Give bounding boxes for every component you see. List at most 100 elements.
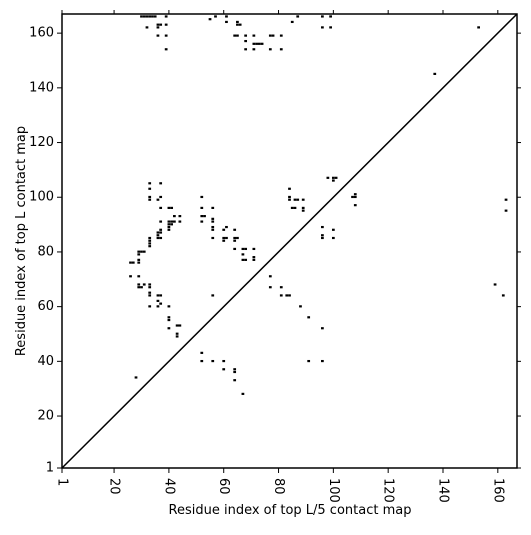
contact-point — [279, 34, 283, 37]
contact-point — [175, 335, 179, 338]
contact-point — [353, 193, 357, 196]
contact-point — [252, 42, 256, 45]
contact-point — [131, 261, 135, 264]
contact-point — [159, 195, 163, 199]
plot-frame — [61, 13, 518, 469]
contact-point — [222, 359, 226, 363]
contact-point — [156, 305, 160, 308]
contact-point — [307, 316, 311, 319]
contact-point — [279, 294, 283, 297]
contact-point — [148, 286, 152, 289]
contact-point — [153, 15, 157, 18]
contact-point — [501, 294, 505, 297]
contact-point — [241, 253, 245, 256]
contact-point — [225, 20, 228, 24]
y-tick-label: 60 — [37, 299, 54, 314]
contact-point — [331, 236, 335, 240]
contact-point — [244, 258, 248, 261]
contact-point — [233, 228, 237, 231]
contact-point — [137, 275, 141, 278]
contact-point — [159, 231, 163, 234]
contact-point — [222, 368, 226, 371]
contact-point — [167, 305, 171, 308]
contact-point — [156, 234, 160, 237]
contact-point — [244, 39, 248, 43]
contact-point — [290, 20, 294, 24]
contact-point — [170, 220, 174, 223]
contact-point — [326, 176, 330, 179]
contact-point — [241, 392, 245, 395]
contact-point — [233, 370, 237, 374]
contact-point — [167, 316, 171, 319]
contact-point — [331, 176, 335, 179]
contact-point — [200, 359, 204, 363]
contact-point — [159, 302, 163, 305]
contact-point — [159, 220, 163, 223]
contact-point — [244, 247, 248, 251]
contact-point — [140, 15, 143, 18]
contact-point — [211, 217, 215, 220]
contact-point — [321, 15, 324, 18]
contact-point — [159, 294, 163, 297]
contact-point — [493, 283, 497, 286]
contact-point — [293, 206, 297, 210]
contact-point — [159, 228, 163, 231]
contact-point — [148, 236, 152, 240]
contact-point — [260, 42, 264, 45]
contact-point — [238, 23, 242, 26]
contact-point — [142, 250, 146, 253]
contact-point — [148, 195, 152, 199]
y-tick-label: 1 — [46, 461, 54, 476]
contact-point — [156, 34, 160, 37]
contact-point — [301, 206, 305, 210]
contact-point — [148, 294, 152, 297]
contact-point — [159, 206, 163, 210]
contact-point — [211, 220, 215, 223]
contact-point — [257, 42, 261, 45]
x-tick-label: 160 — [490, 478, 505, 503]
contact-point — [156, 26, 160, 29]
contact-point — [148, 239, 152, 242]
contact-point — [321, 26, 324, 29]
contact-point — [268, 34, 272, 37]
contact-point — [148, 283, 152, 286]
x-tick-label: 120 — [381, 478, 396, 503]
contact-point — [293, 198, 297, 201]
contact-point — [148, 291, 152, 294]
contact-point — [331, 228, 335, 231]
contact-point — [252, 48, 256, 51]
contact-point — [159, 23, 163, 26]
contact-point — [279, 48, 283, 51]
contact-point — [334, 176, 338, 179]
contact-point — [208, 18, 212, 21]
contact-point — [353, 195, 357, 199]
contact-point — [167, 327, 171, 330]
contact-point — [175, 324, 179, 327]
contact-point — [290, 206, 294, 210]
contact-point — [156, 198, 160, 201]
contact-point — [137, 258, 141, 261]
contact-point — [268, 48, 272, 51]
contact-point — [151, 15, 154, 18]
contact-point — [129, 275, 132, 278]
x-tick-label: 60 — [216, 478, 231, 495]
contact-point — [156, 299, 160, 302]
contact-point — [296, 15, 300, 18]
contact-point — [156, 23, 160, 26]
contact-point — [307, 359, 311, 363]
contact-point — [321, 234, 324, 237]
contact-point — [233, 247, 237, 251]
contact-point — [288, 198, 291, 201]
contact-point — [167, 223, 171, 226]
contact-point — [233, 239, 237, 242]
contact-point — [200, 195, 204, 199]
contact-point — [233, 368, 237, 371]
contact-point — [321, 359, 324, 363]
contact-point — [236, 236, 239, 240]
contact-point — [331, 179, 335, 182]
contact-point — [214, 15, 217, 18]
contact-point — [148, 245, 152, 248]
contact-point — [170, 223, 174, 226]
contact-point — [156, 294, 160, 297]
